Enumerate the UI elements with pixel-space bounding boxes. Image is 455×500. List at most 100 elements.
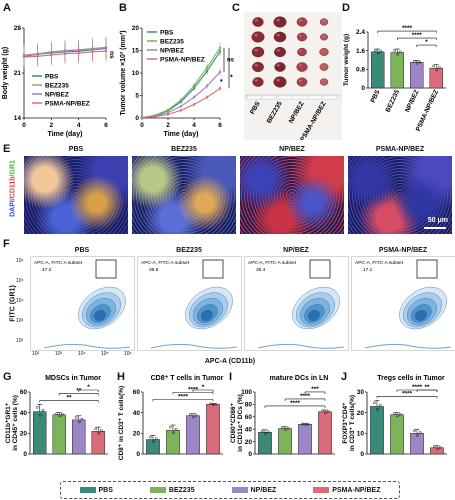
y-axis-label: Tumor weight (g) <box>343 34 350 86</box>
tumor-specimen <box>319 48 329 56</box>
legend-label: BEZ235 <box>168 486 195 494</box>
y-tick-label: 40 <box>133 410 141 417</box>
data-point <box>91 50 94 53</box>
sample-point <box>99 429 103 432</box>
baseline-events <box>257 343 345 349</box>
sample-point <box>393 49 397 52</box>
tumor-specimen <box>296 62 308 72</box>
data-point <box>218 87 222 90</box>
legend-swatch <box>313 487 330 493</box>
flow-x-tick-label: 10² <box>32 351 40 357</box>
flow-x-tick-label: 10⁵ <box>101 351 109 357</box>
sample-point <box>286 426 290 430</box>
panel-letter-b: B <box>119 2 127 14</box>
sample-point <box>437 66 441 69</box>
legend-label: PSMA-NP/BEZ <box>332 486 381 494</box>
significance-label: * <box>425 39 428 46</box>
sample-point <box>412 59 416 63</box>
sample-point <box>154 437 158 441</box>
y-tick-label: 20 <box>133 431 141 438</box>
legend-item-np-bez: NP/BEZ <box>231 487 276 494</box>
y-axis-label: CD80⁺CD86⁺ <box>230 402 237 443</box>
tumor-specimen <box>296 77 308 87</box>
x-tick-label: 0 <box>22 122 26 129</box>
density-contour <box>307 309 320 321</box>
sample-point <box>74 416 78 419</box>
bar <box>52 414 66 455</box>
panel-letter-j: J <box>341 371 348 383</box>
tumor-specimen <box>319 18 329 26</box>
y-tick-label: 14 <box>14 115 22 122</box>
y-axis-label: CD8⁺ in CD3⁺ T cells(%) <box>118 386 125 460</box>
tumor-highlight <box>254 49 258 52</box>
y-tick-label: 30 <box>357 389 365 396</box>
sample-point <box>398 50 402 54</box>
chart-title: MDSCs in Tumor <box>45 375 101 382</box>
sample-point <box>77 420 81 424</box>
sample-point <box>172 431 175 435</box>
tumor-highlight <box>276 49 280 52</box>
legend-swatch <box>149 487 166 493</box>
tumor-specimen <box>296 17 308 27</box>
baseline-events <box>43 343 131 349</box>
tumor-specimen <box>273 16 287 28</box>
sample-point <box>212 403 215 407</box>
legend-label: PBS <box>45 73 59 80</box>
sample-point <box>41 408 45 412</box>
y-tick-label: 20 <box>357 410 365 417</box>
significance-label: **** <box>412 32 423 39</box>
gate-label: APC-A, FITC-A subset <box>141 260 190 266</box>
tumor-highlight <box>254 79 258 82</box>
significance-label: * <box>202 384 205 391</box>
significance-label: **** <box>290 400 301 407</box>
y-tick-label: 10 <box>132 70 140 77</box>
bar <box>298 423 312 455</box>
sample-point <box>415 61 419 65</box>
tumor-specimen <box>319 78 329 86</box>
sample-point <box>97 431 101 435</box>
flow-xlabel: APC-A (CD11b) <box>204 358 256 365</box>
data-point <box>166 108 170 112</box>
sample-point <box>306 422 310 426</box>
y-tick-label: 0 <box>248 451 252 458</box>
data-point <box>153 115 157 118</box>
significance-label: **** <box>402 25 413 32</box>
sample-point <box>80 417 84 421</box>
sample-point <box>94 427 98 431</box>
fluorescence-side-label: DAPI/CD11b/GR1 <box>10 154 17 224</box>
label-dapi: DAPI <box>9 200 17 217</box>
y-tick-label: 0 <box>361 85 365 92</box>
scale-bar <box>424 227 446 229</box>
sample-point <box>435 68 439 72</box>
sample-point <box>281 426 284 429</box>
x-tick-label: 6 <box>218 122 222 129</box>
y-axis-label: in CD11c⁺ DCs (%) <box>237 394 244 452</box>
gate-percent: 38.5 <box>149 267 159 273</box>
tumor-highlight <box>299 49 302 52</box>
sample-point <box>418 60 422 64</box>
tumor-specimen <box>251 31 265 43</box>
scale-bar-label: 50 μm <box>427 217 448 224</box>
data-point <box>104 49 108 53</box>
sample-point <box>38 413 42 417</box>
panel-letter-a: A <box>3 2 11 14</box>
y-tick-label: 100 <box>241 389 252 396</box>
fluorescence-group-title: BEZ235 <box>171 146 197 153</box>
sample-point <box>438 446 442 449</box>
significance-label: ** <box>424 384 430 391</box>
gate-box <box>309 259 331 279</box>
bar <box>410 433 424 455</box>
fluorescence-image <box>24 156 128 234</box>
sample-point <box>393 412 396 415</box>
data-point <box>77 51 80 55</box>
y-axis-label: CD11b⁺GR1⁺ <box>5 402 12 443</box>
sample-point <box>379 49 383 53</box>
significance-label: ns <box>227 58 234 64</box>
chart-title: Tregs cells in Tumor <box>377 375 445 382</box>
flow-y-tick-label: 10⁵ <box>16 278 24 284</box>
sample-point <box>432 64 436 68</box>
sample-point <box>373 48 377 52</box>
data-point <box>192 96 196 99</box>
significance-label: ns <box>108 51 115 59</box>
